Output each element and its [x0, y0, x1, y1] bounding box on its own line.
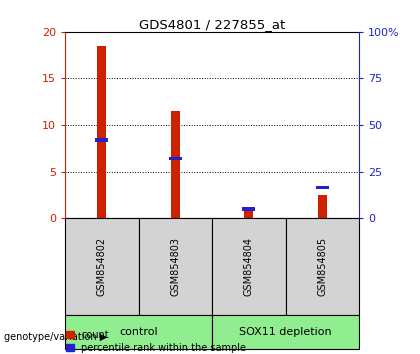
- Text: control: control: [119, 327, 158, 337]
- Text: SOX11 depletion: SOX11 depletion: [239, 327, 332, 337]
- Bar: [212, 218, 286, 315]
- Bar: [242, 207, 255, 211]
- Bar: [286, 218, 359, 315]
- Bar: [318, 195, 327, 218]
- Bar: [65, 315, 212, 349]
- Bar: [139, 218, 212, 315]
- Text: genotype/variation ▶: genotype/variation ▶: [4, 332, 108, 342]
- Bar: [171, 111, 180, 218]
- Bar: [169, 157, 182, 160]
- Bar: [244, 209, 253, 218]
- Legend: count, percentile rank within the sample: count, percentile rank within the sample: [66, 330, 246, 353]
- Bar: [97, 46, 106, 218]
- Bar: [212, 315, 359, 349]
- Text: GSM854805: GSM854805: [318, 237, 327, 296]
- Text: GSM854802: GSM854802: [97, 237, 107, 296]
- Title: GDS4801 / 227855_at: GDS4801 / 227855_at: [139, 18, 285, 31]
- Bar: [95, 138, 108, 142]
- Text: GSM854804: GSM854804: [244, 237, 254, 296]
- Bar: [65, 218, 139, 315]
- Bar: [316, 186, 329, 189]
- Text: GSM854803: GSM854803: [171, 237, 180, 296]
